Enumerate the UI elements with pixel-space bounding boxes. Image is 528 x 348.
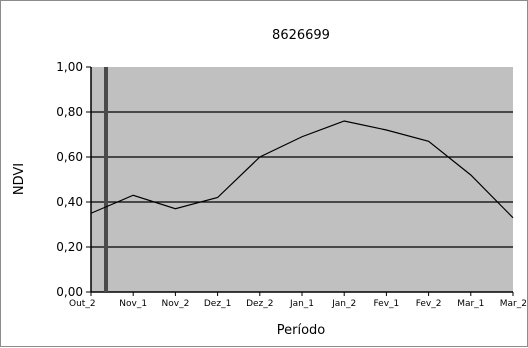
- x-tick-label: Jan_1: [289, 299, 314, 309]
- x-tick-label: Dez_2: [246, 299, 273, 309]
- x-tick-labels: Out_2 Nov_1 Nov_2 Dez_1 Dez_2 Jan_1 Jan_2 Fev_1…: [69, 292, 527, 309]
- chart-title: 8626699: [272, 28, 330, 43]
- y-tick-labels: 0,00 0,20 0,40 0,60 0,80 1,00: [56, 60, 91, 299]
- y-tick-label: 0,80: [56, 105, 83, 119]
- y-axis-label: NDVI: [12, 163, 27, 195]
- x-tick-label: Fev_2: [416, 299, 442, 309]
- series-line: [90, 120, 514, 219]
- x-tick-label: Nov_2: [162, 299, 190, 309]
- y-tick-label: 0,60: [56, 150, 83, 164]
- y-tick-label: 0,00: [56, 285, 83, 299]
- vertical-marker-bar: [104, 67, 108, 292]
- x-tick-label: Dez_1: [204, 299, 231, 309]
- y-tick-label: 0,20: [56, 240, 83, 254]
- plot-area: [91, 67, 513, 292]
- x-tick-label: Mar_1: [457, 299, 484, 309]
- x-tick-label: Mar_2: [500, 299, 527, 309]
- y-tick-label: 1,00: [56, 60, 83, 74]
- x-axis-label: Período: [277, 323, 326, 338]
- x-tick-label: Out_2: [69, 299, 96, 309]
- x-tick-label: Jan_2: [331, 299, 356, 309]
- x-tick-label: Fev_1: [374, 299, 400, 309]
- x-tick-label: Nov_1: [119, 299, 147, 309]
- gridlines: [91, 111, 513, 248]
- y-tick-label: 0,40: [56, 195, 83, 209]
